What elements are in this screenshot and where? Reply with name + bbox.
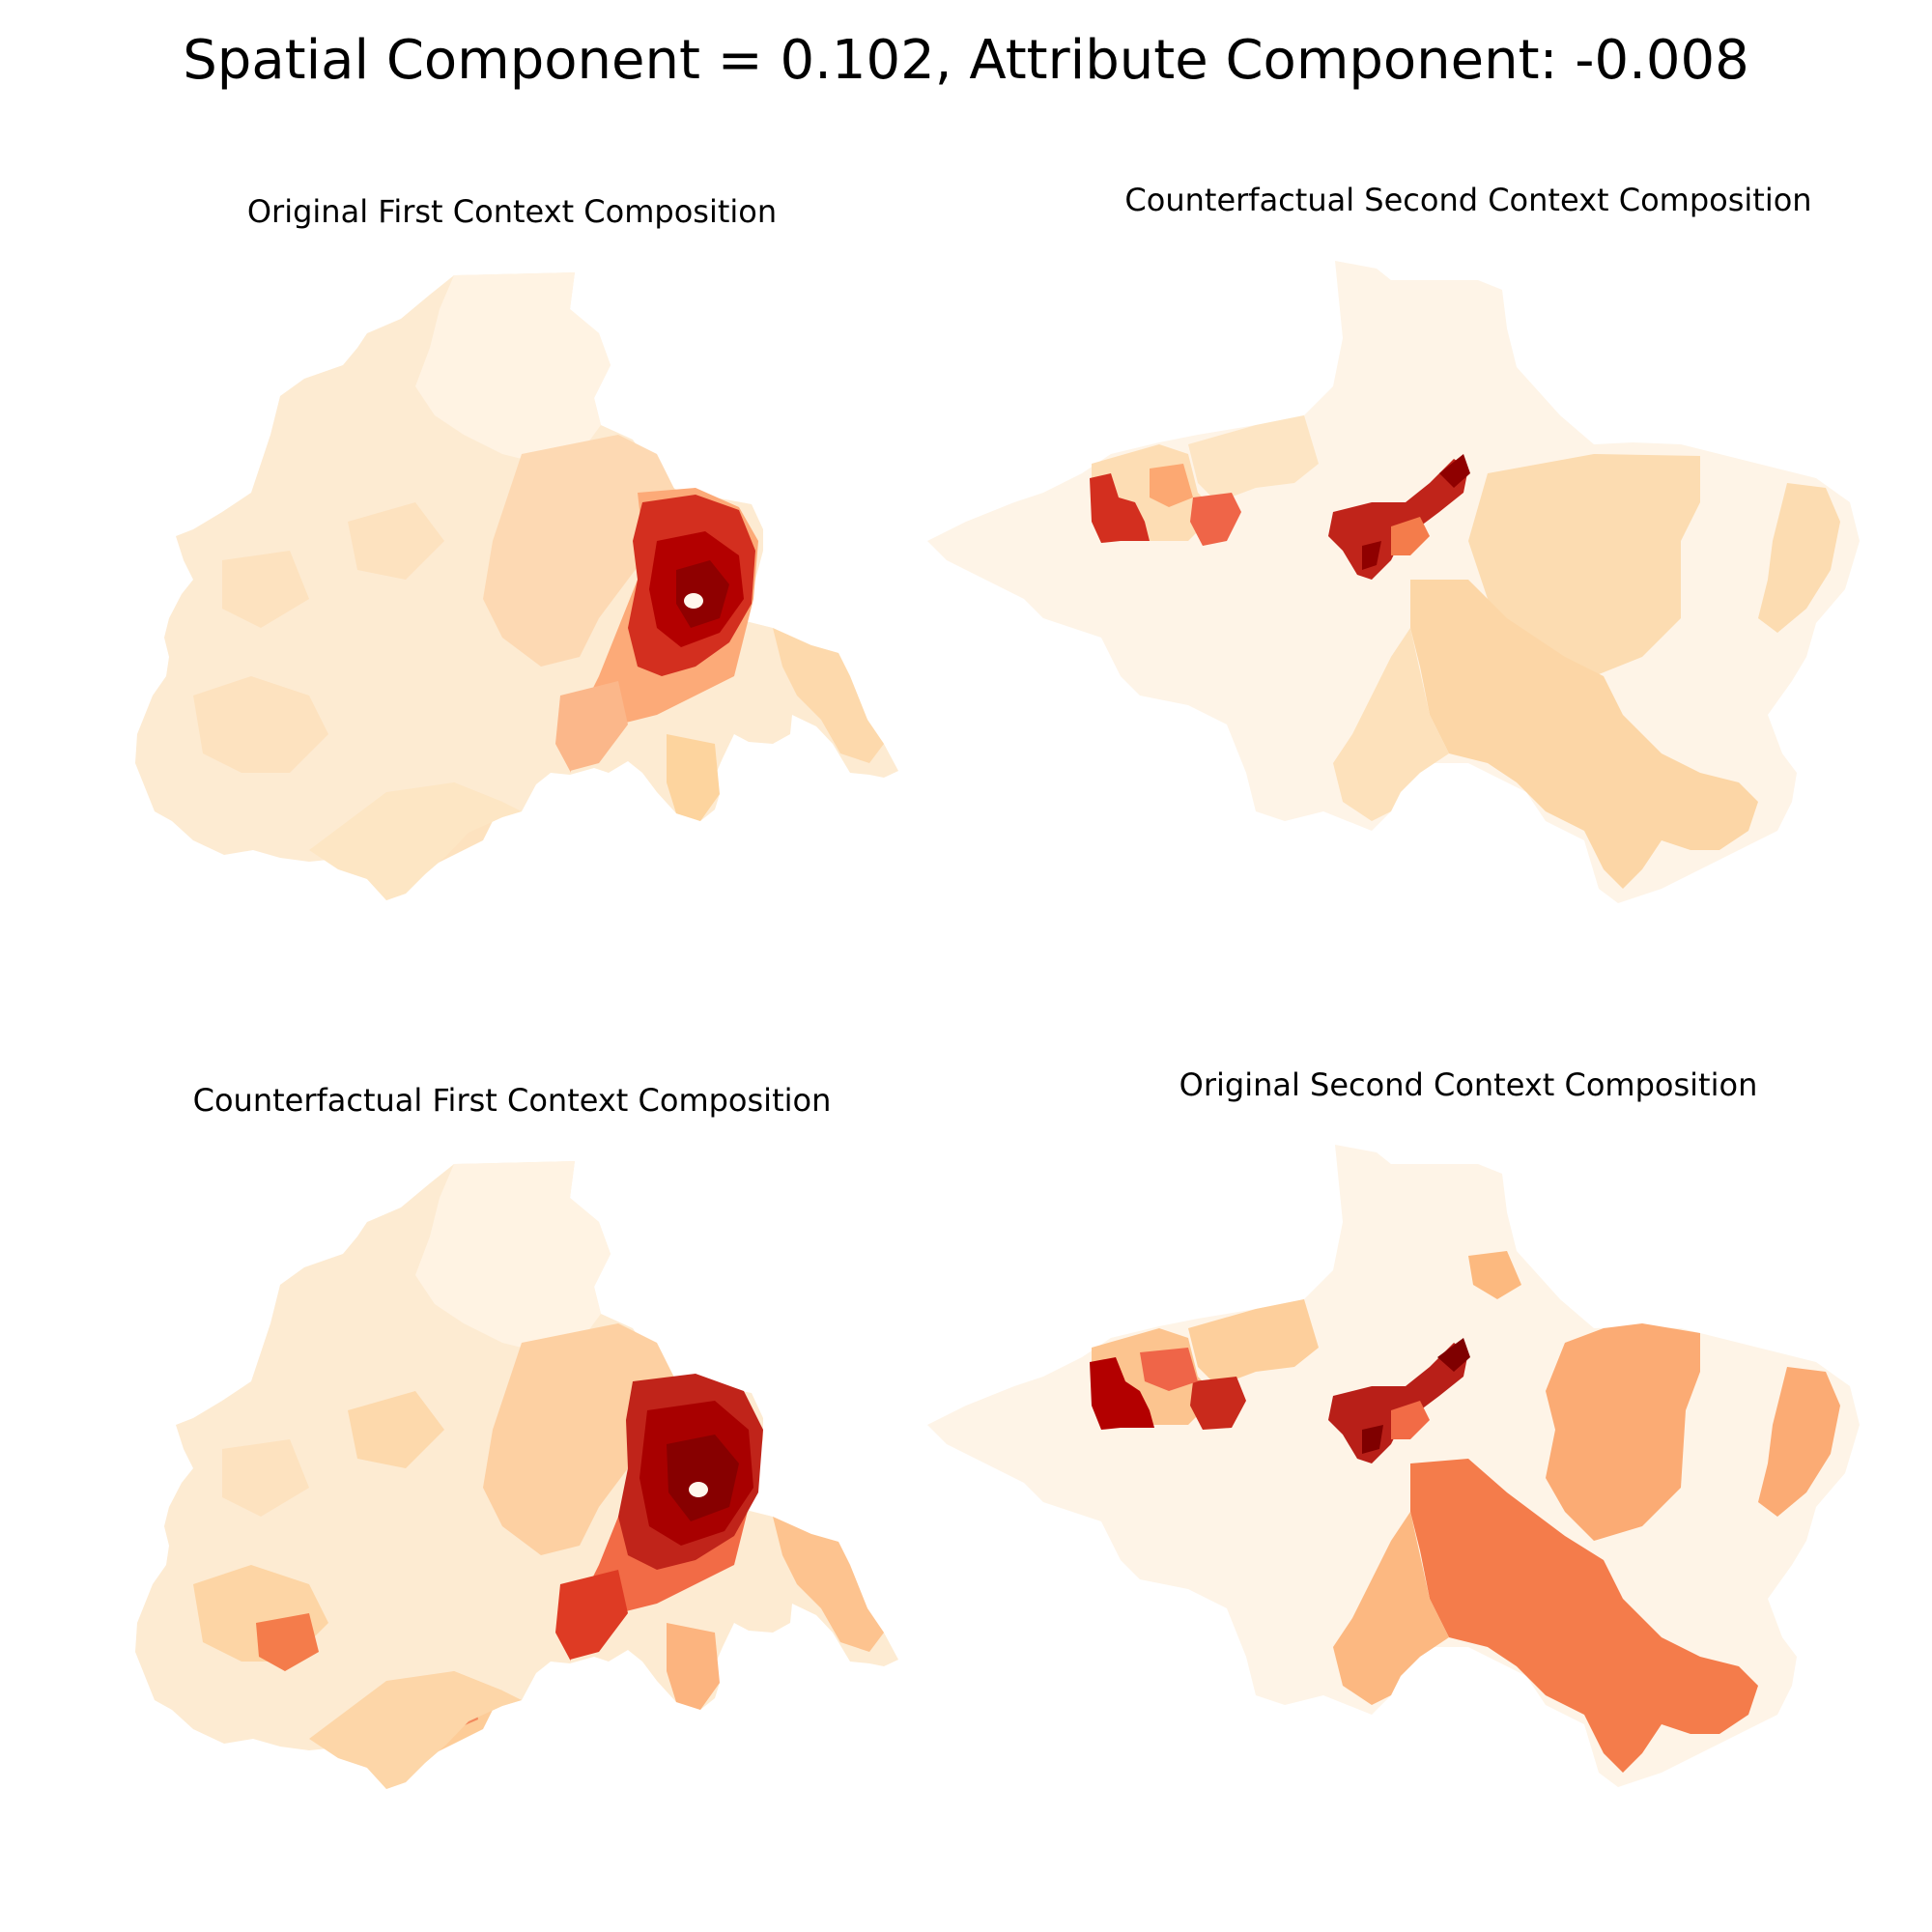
panel-title-counterfactual-first: Counterfactual First Context Composition xyxy=(192,1082,832,1119)
region-north-spots-orig xyxy=(1468,1251,1521,1299)
region-inner-mixed xyxy=(483,435,676,667)
region-east-fringe xyxy=(773,628,884,763)
region-west-red-orig xyxy=(1190,1377,1246,1430)
region-peach-farright xyxy=(1758,1367,1840,1517)
region-darkest-core xyxy=(676,560,729,628)
region-west-red xyxy=(1090,473,1150,543)
region-tan-south xyxy=(1410,580,1758,889)
region-west-peach xyxy=(1150,464,1193,507)
region-southwest-arm xyxy=(309,782,522,900)
region-tan-cf-3 xyxy=(348,1391,444,1468)
region-west-orange xyxy=(1190,493,1241,546)
region-north-lobe-cf xyxy=(415,1161,611,1352)
region-inner-mixed-cf xyxy=(483,1323,676,1555)
region-peach-east xyxy=(1546,1323,1700,1541)
region-city-orange xyxy=(1391,517,1430,555)
map-original-second-context xyxy=(927,1145,1860,1787)
region-city-dark-orig-2 xyxy=(1362,1425,1383,1454)
region-east-fringe-cf xyxy=(773,1517,884,1652)
region-southwest-red-cf xyxy=(555,1570,628,1660)
region-tan-northwest xyxy=(1188,415,1319,502)
region-city-dark xyxy=(1439,454,1470,488)
region-tan-1 xyxy=(193,676,328,773)
region-tan-east xyxy=(1468,454,1700,676)
region-core-hole xyxy=(684,593,703,609)
panel-title-counterfactual-second: Counterfactual Second Context Compositio… xyxy=(1124,182,1812,218)
panel-title-original-first: Original First Context Composition xyxy=(246,193,778,230)
region-city-dark-orig xyxy=(1437,1338,1470,1372)
map-counterfactual-second-context xyxy=(927,261,1860,903)
region-tan-northwest-orig xyxy=(1188,1299,1319,1386)
region-orange-cf-1 xyxy=(256,1613,319,1671)
region-north-lobe xyxy=(415,272,611,464)
region-south-pocket-cf xyxy=(667,1623,720,1710)
map-original-first-context xyxy=(135,272,898,900)
region-tan-southwest xyxy=(1333,628,1449,821)
region-tan-4 xyxy=(222,551,309,628)
region-tan-farright xyxy=(1758,483,1840,633)
region-tan-cf-4 xyxy=(222,1439,309,1517)
map-counterfactual-first-context xyxy=(135,1161,898,1789)
region-west-darkred xyxy=(1090,1357,1154,1430)
panel-title-original-second: Original Second Context Composition xyxy=(1179,1066,1758,1103)
region-orange-ribbon xyxy=(1410,1459,1758,1773)
region-city-dark-2 xyxy=(1362,541,1381,570)
region-southwest-arm-cf xyxy=(309,1671,522,1789)
region-core-hole-cf xyxy=(689,1482,708,1497)
region-west-orange-orig xyxy=(1140,1348,1198,1391)
region-city-orange-orig xyxy=(1391,1401,1430,1439)
region-peach-southwest xyxy=(1333,1512,1449,1705)
region-darkest-core-cf xyxy=(667,1435,739,1521)
region-tan-3 xyxy=(348,502,444,580)
figure-suptitle: Spatial Component = 0.102, Attribute Com… xyxy=(183,29,1749,92)
region-southwest-peach xyxy=(555,681,628,771)
region-south-pocket xyxy=(667,734,720,821)
